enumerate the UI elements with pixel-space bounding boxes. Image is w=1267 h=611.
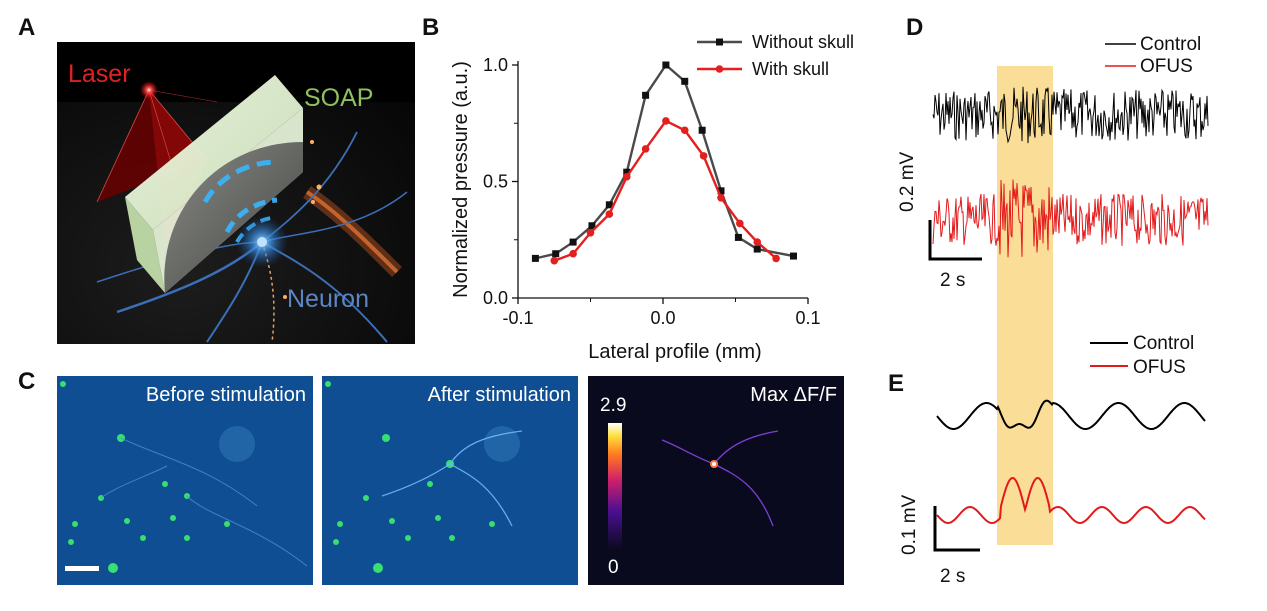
e-scale-bar [933, 506, 980, 552]
series-line [535, 63, 794, 260]
x-tick-label: -0.1 [502, 308, 533, 328]
data-point [717, 194, 725, 202]
colorbar [608, 423, 622, 549]
data-point [698, 126, 706, 134]
data-point [680, 126, 689, 135]
data-point [623, 168, 631, 176]
neuron-label: Neuron [287, 285, 369, 313]
legend-label: Without skull [752, 32, 854, 52]
d-scale-voltage-label: 0.2 mV [897, 151, 918, 212]
after-stimulation-image: After stimulation [322, 376, 578, 585]
data-point [736, 219, 744, 228]
data-point [569, 249, 577, 258]
data-point [588, 222, 596, 230]
e-control-trace [936, 399, 1206, 430]
panel-letter-e: E [888, 370, 905, 397]
data-point [531, 254, 539, 262]
d-legend-control-label: Control [1140, 34, 1202, 55]
data-point [790, 252, 797, 260]
max-df-title: Max ΔF/F [750, 384, 837, 406]
data-point [605, 210, 614, 218]
data-point [642, 91, 650, 99]
data-point [622, 173, 631, 181]
data-point [662, 117, 670, 125]
soap-render-graphic [57, 42, 415, 344]
panel-letter-d: D [906, 14, 924, 41]
max-df-map [588, 376, 844, 585]
y-tick-label: 0.0 [483, 288, 508, 308]
before-stimulation-title: Before stimulation [145, 384, 306, 406]
e-scale-voltage-label: 0.1 mV [899, 494, 920, 555]
before-stimulation-image: Before stimulation [57, 376, 313, 585]
after-stimulation-title: After stimulation [427, 384, 571, 406]
y-tick-label: 0.5 [483, 172, 508, 192]
data-point [772, 254, 780, 263]
y-axis-label: Normalized pressure (a.u.) [450, 61, 472, 298]
before-stimulation-cells [57, 376, 313, 585]
e-legend-ofus-label: OFUS [1133, 357, 1186, 378]
soap-label: SOAP [304, 84, 374, 112]
panel-letter-c: C [18, 368, 36, 395]
data-point [569, 238, 577, 246]
laser-label: Laser [68, 60, 131, 88]
d-ofus-trace [932, 179, 1209, 258]
data-point [734, 233, 742, 241]
data-point [681, 77, 689, 85]
stimulation-highlight [997, 66, 1053, 545]
after-stimulation-cells [322, 376, 578, 585]
data-point [753, 245, 761, 253]
colorbar-max-label: 2.9 [600, 395, 627, 416]
scale-bar [65, 566, 99, 571]
max-df-image: Max ΔF/F 2.9 0 [588, 376, 844, 585]
data-point [605, 201, 613, 209]
x-tick-label: 0.0 [650, 308, 675, 328]
d-legend-ofus-label: OFUS [1140, 56, 1193, 77]
y-tick-label: 1.0 [483, 55, 508, 75]
soap-illustration: Laser SOAP Neuron [57, 42, 415, 344]
d-control-trace [932, 86, 1209, 144]
data-point [550, 256, 559, 265]
data-point [662, 61, 670, 69]
legend-marker [715, 65, 724, 73]
e-legend-control-label: Control [1133, 333, 1195, 354]
e-scale-time-label: 2 s [940, 566, 966, 587]
x-tick-label: 0.1 [795, 308, 820, 328]
d-scale-time-label: 2 s [940, 270, 966, 291]
panel-letter-a: A [18, 14, 36, 41]
d-scale-bar [928, 220, 982, 261]
data-point [699, 152, 708, 160]
legend-label: With skull [752, 59, 829, 79]
data-point [552, 250, 560, 258]
e-ofus-trace [936, 476, 1206, 525]
panel-letter-b: B [422, 14, 440, 41]
x-axis-label: Lateral profile (mm) [588, 341, 761, 363]
data-point [753, 238, 762, 246]
data-point [586, 228, 595, 237]
colorbar-min-label: 0 [608, 557, 619, 578]
ephys-traces [928, 43, 1209, 552]
data-point [641, 145, 650, 153]
legend-marker [716, 38, 723, 46]
data-point [717, 187, 725, 195]
